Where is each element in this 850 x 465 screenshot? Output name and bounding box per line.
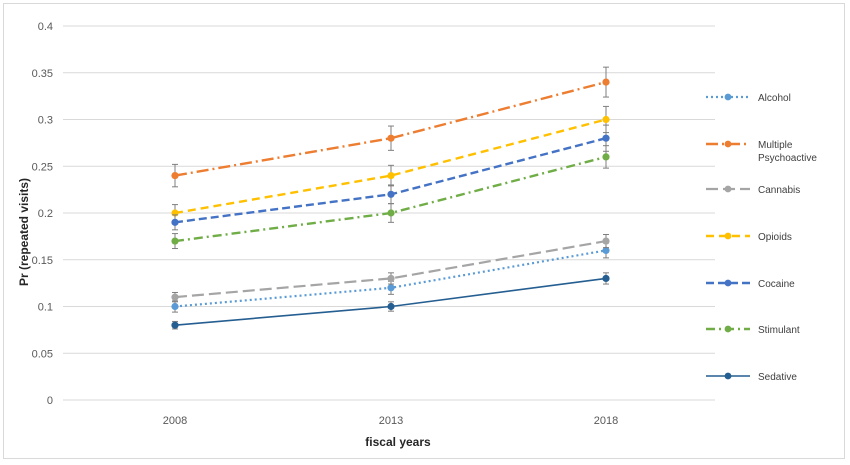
legend-label: Alcohol (758, 93, 791, 104)
legend-marker (724, 372, 732, 380)
data-point (602, 153, 610, 161)
y-tick-labels: 0 0.05 0.1 0.15 0.2 0.25 0.3 0.35 0.4 (32, 21, 53, 407)
data-point (387, 190, 395, 198)
y-tick-label: 0.4 (38, 21, 53, 33)
data-point (387, 209, 395, 217)
data-point (387, 284, 395, 292)
legend-item: Sedative (706, 372, 797, 383)
legend-marker (724, 93, 732, 101)
y-tick-label: 0.2 (38, 208, 53, 220)
x-tick-labels: 2008 2013 2018 (163, 415, 618, 427)
legend-label: Cocaine (758, 279, 795, 290)
data-point (387, 172, 395, 180)
legend-label: Cannabis (758, 185, 800, 196)
legend-item: Alcohol (706, 93, 791, 104)
series-line (174, 240, 607, 299)
y-tick-label: 0.15 (32, 255, 53, 267)
legend-label: Opioids (758, 232, 792, 243)
series-cannabis (171, 234, 610, 303)
data-point (602, 134, 610, 142)
x-tick-label: 2008 (163, 415, 187, 427)
y-tick-label: 0.3 (38, 115, 53, 127)
series-sedative (171, 272, 610, 330)
legend-marker (724, 140, 732, 148)
legend-item: Multiple Psychoactive (706, 140, 817, 164)
y-tick-label: 0.1 (38, 302, 53, 314)
legend-label: Multiple (758, 140, 793, 151)
legend-marker (724, 232, 732, 240)
x-axis-title: fiscal years (365, 435, 431, 449)
y-tick-label: 0.05 (32, 348, 53, 360)
legend-label: Stimulant (758, 325, 800, 336)
data-point (602, 237, 610, 245)
legend: Alcohol Multiple Psychoactive Cannabis Opioi… (706, 93, 817, 383)
legend-item: Cannabis (706, 185, 800, 196)
data-point (171, 218, 179, 226)
series-opioids (171, 105, 610, 222)
data-point (387, 134, 395, 142)
y-tick-label: 0 (47, 395, 53, 407)
series-multiple-psychoactive (171, 66, 610, 188)
legend-marker (724, 279, 732, 287)
legend-item: Cocaine (706, 279, 795, 290)
data-point (602, 78, 610, 86)
series-cocaine (171, 124, 610, 231)
series-line (174, 118, 607, 215)
y-tick-label: 0.25 (32, 161, 53, 173)
legend-label: Sedative (758, 372, 797, 383)
data-point (171, 302, 179, 311)
y-tick-label: 0.35 (32, 68, 53, 80)
data-point (602, 115, 610, 124)
data-point (171, 172, 179, 180)
data-point (387, 274, 395, 283)
legend-item: Stimulant (706, 325, 800, 336)
data-point (171, 321, 179, 329)
x-tick-label: 2018 (594, 415, 618, 427)
series-line (174, 80, 607, 177)
legend-label: Psychoactive (758, 153, 817, 164)
legend-marker (724, 185, 732, 193)
legend-marker (724, 325, 732, 333)
y-axis-title: Pr (repeated visits) (17, 178, 31, 286)
series-layer (171, 66, 610, 330)
legend-item: Opioids (706, 232, 792, 243)
x-tick-label: 2013 (379, 415, 403, 427)
data-point (171, 293, 179, 301)
data-point (387, 302, 395, 311)
chart-frame (3, 3, 845, 459)
data-point (602, 274, 610, 283)
series-stimulant (171, 145, 610, 250)
data-point (171, 237, 179, 245)
data-point (602, 246, 610, 254)
